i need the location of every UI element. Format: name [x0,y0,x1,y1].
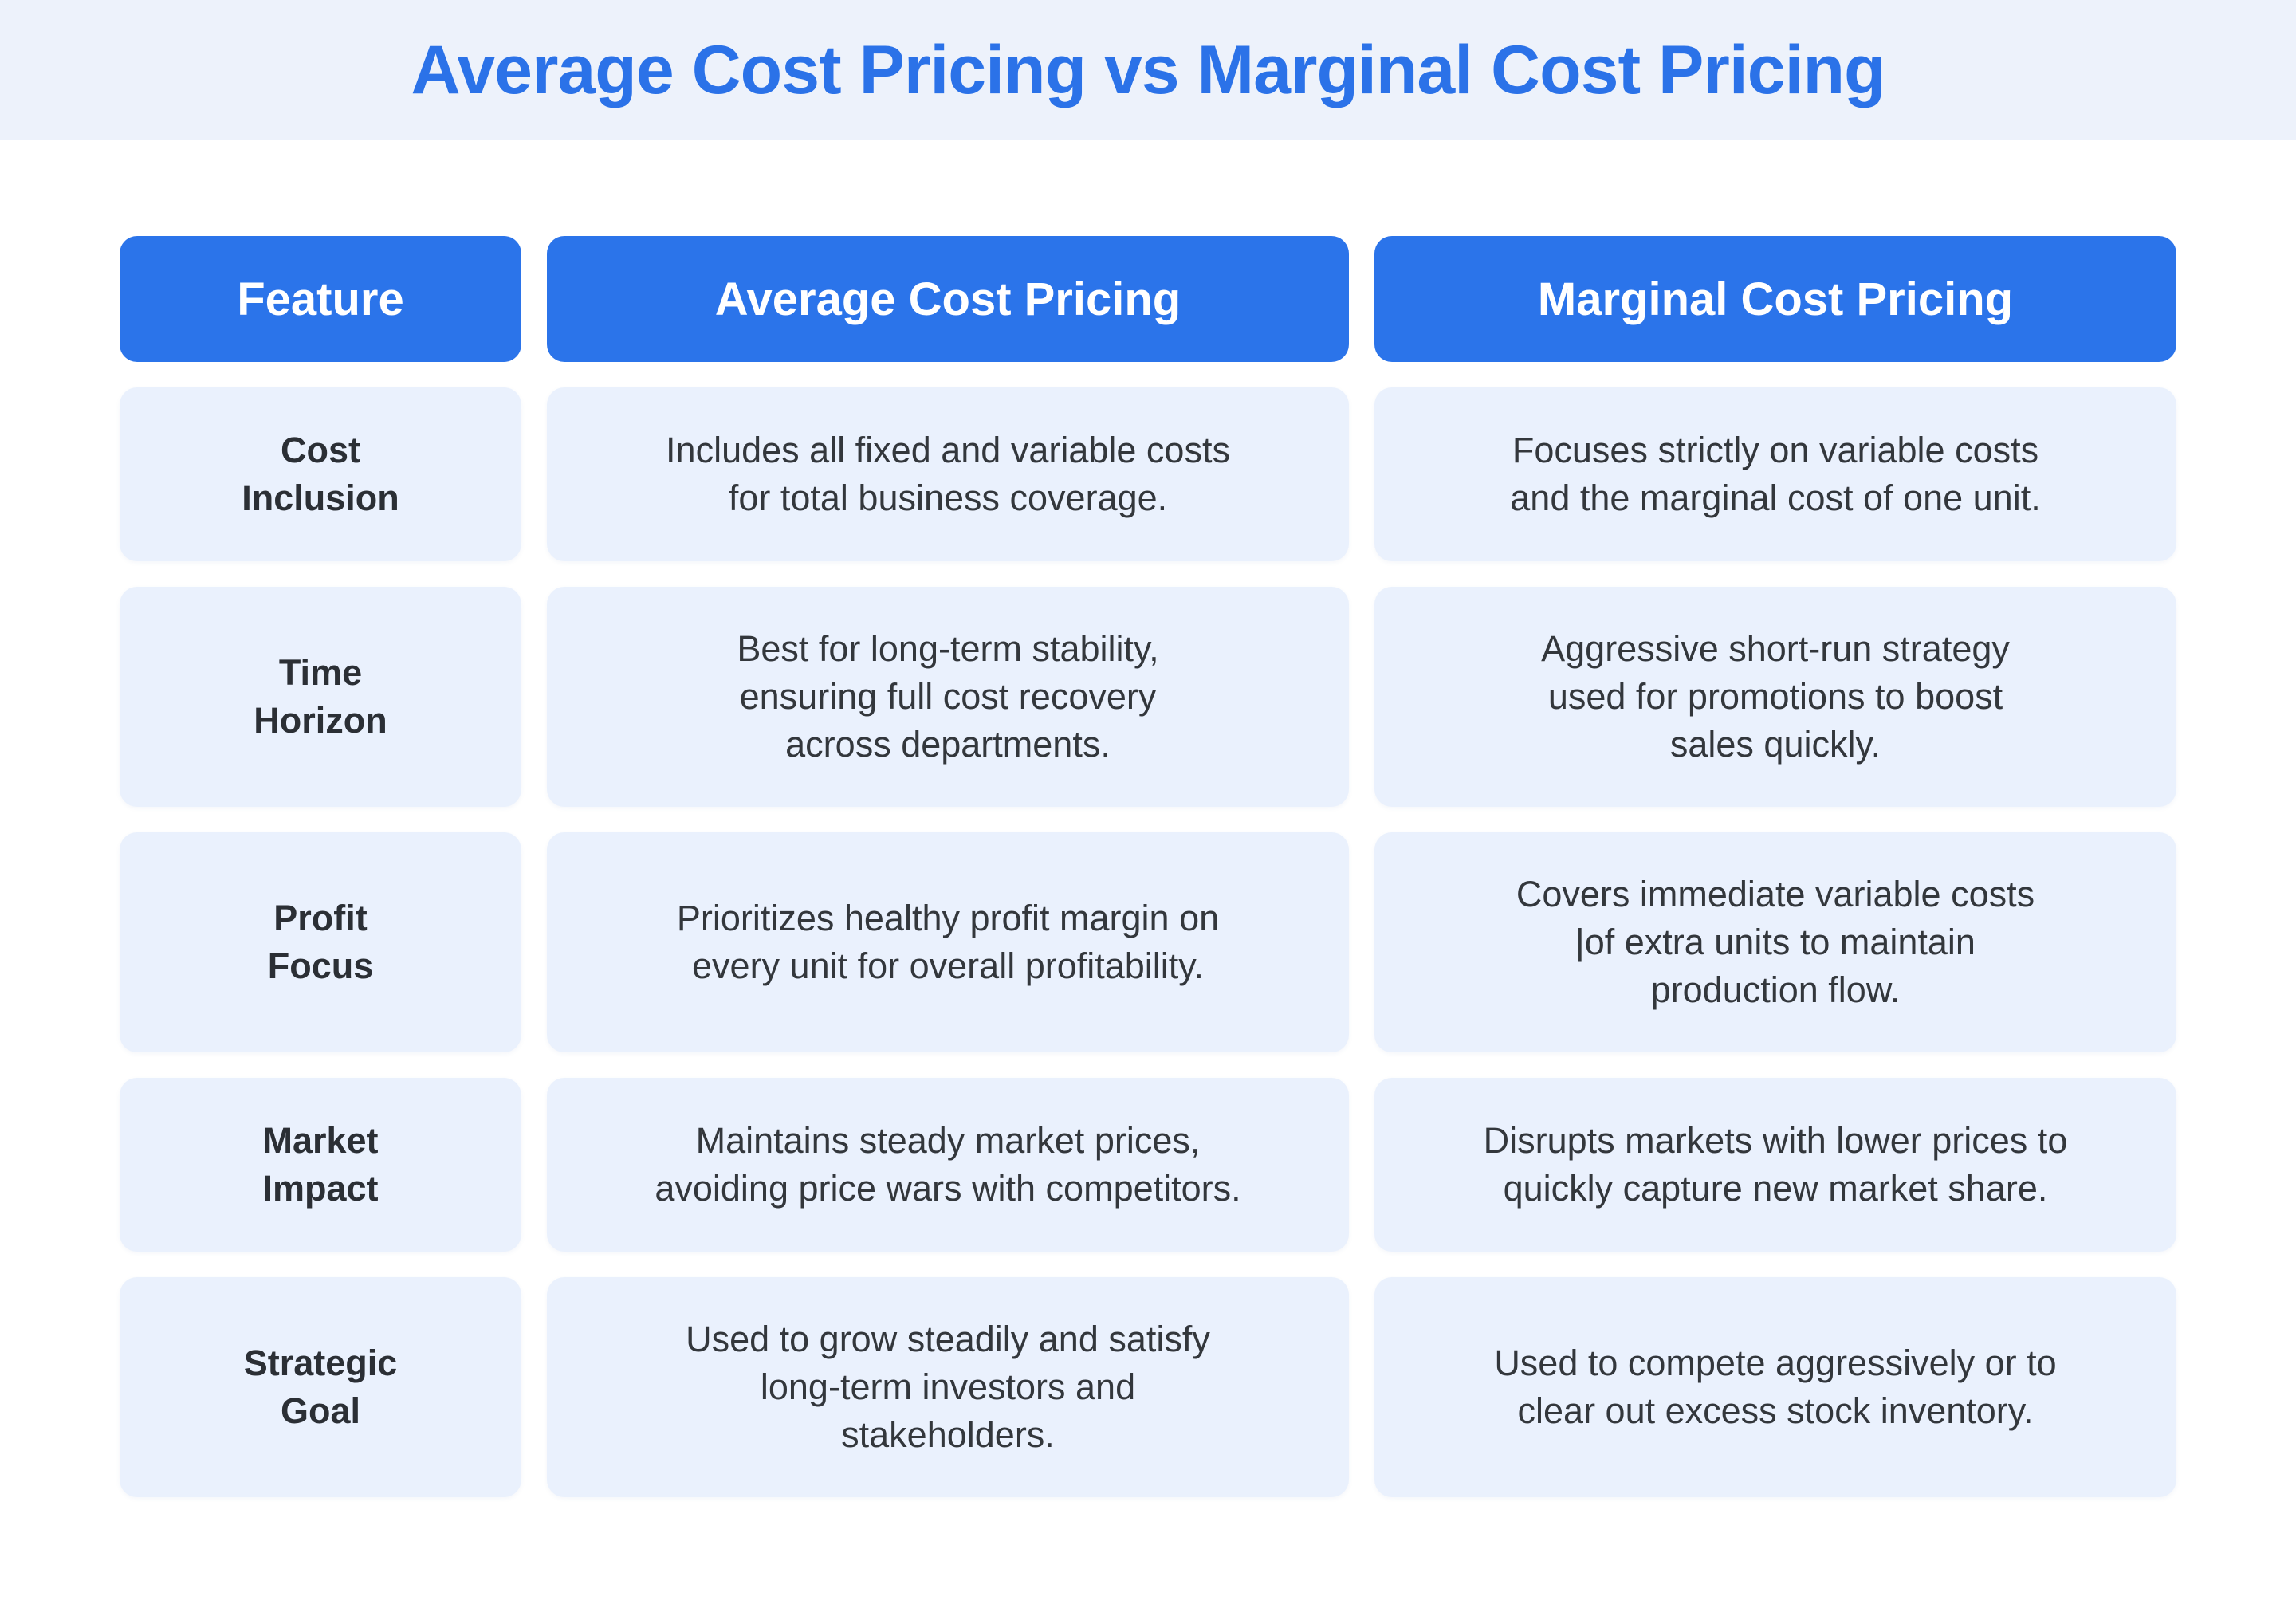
average-cost-text: Best for long-term stability, ensuring f… [737,628,1159,765]
average-cost-cell: Prioritizes healthy profit margin on eve… [547,832,1349,1052]
feature-cell: Profit Focus [120,832,521,1052]
marginal-cost-text: Disrupts markets with lower prices to qu… [1483,1120,2068,1209]
feature-label: Market Impact [262,1120,379,1209]
average-cost-cell: Best for long-term stability, ensuring f… [547,587,1349,807]
average-cost-text: Used to grow steadily and satisfy long-t… [686,1319,1210,1455]
comparison-table: Feature Average Cost Pricing Marginal Co… [120,236,2176,1497]
page-title: Average Cost Pricing vs Marginal Cost Pr… [411,32,1885,108]
average-cost-text: Maintains steady market prices, avoiding… [655,1120,1241,1209]
feature-cell: Strategic Goal [120,1277,521,1497]
header-average-cost-pricing: Average Cost Pricing [547,236,1349,362]
marginal-cost-text: Focuses strictly on variable costs and t… [1510,430,2041,518]
feature-label: Strategic Goal [243,1343,398,1431]
marginal-cost-cell: Aggressive short-run strategy used for p… [1374,587,2176,807]
title-band: Average Cost Pricing vs Marginal Cost Pr… [0,0,2296,140]
feature-label: Cost Inclusion [242,430,399,518]
marginal-cost-text: Covers immediate variable costs |of extr… [1516,874,2035,1010]
average-cost-cell: Used to grow steadily and satisfy long-t… [547,1277,1349,1497]
feature-label: Profit Focus [267,898,374,986]
header-feature: Feature [120,236,521,362]
marginal-cost-cell: Covers immediate variable costs |of extr… [1374,832,2176,1052]
marginal-cost-cell: Used to compete aggressively or to clear… [1374,1277,2176,1497]
marginal-cost-cell: Disrupts markets with lower prices to qu… [1374,1078,2176,1252]
marginal-cost-text: Aggressive short-run strategy used for p… [1541,628,2010,765]
average-cost-cell: Maintains steady market prices, avoiding… [547,1078,1349,1252]
feature-label: Time Horizon [254,652,387,741]
average-cost-text: Includes all fixed and variable costs fo… [666,430,1230,518]
feature-cell: Market Impact [120,1078,521,1252]
marginal-cost-text: Used to compete aggressively or to clear… [1494,1343,2057,1431]
marginal-cost-cell: Focuses strictly on variable costs and t… [1374,387,2176,561]
feature-cell: Time Horizon [120,587,521,807]
feature-cell: Cost Inclusion [120,387,521,561]
average-cost-text: Prioritizes healthy profit margin on eve… [676,898,1220,986]
average-cost-cell: Includes all fixed and variable costs fo… [547,387,1349,561]
header-marginal-cost-pricing: Marginal Cost Pricing [1374,236,2176,362]
